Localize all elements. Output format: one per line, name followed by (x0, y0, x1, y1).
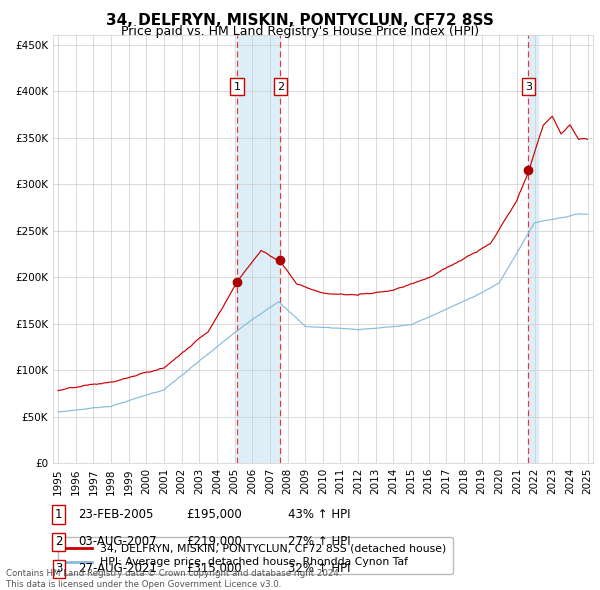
Text: 34, DELFRYN, MISKIN, PONTYCLUN, CF72 8SS: 34, DELFRYN, MISKIN, PONTYCLUN, CF72 8SS (106, 13, 494, 28)
Text: 03-AUG-2007: 03-AUG-2007 (78, 535, 157, 548)
Text: 3: 3 (55, 562, 62, 575)
Text: 43% ↑ HPI: 43% ↑ HPI (288, 508, 350, 521)
Text: £195,000: £195,000 (186, 508, 242, 521)
Text: 27% ↑ HPI: 27% ↑ HPI (288, 535, 350, 548)
Text: 3: 3 (525, 81, 532, 91)
Text: 1: 1 (55, 508, 62, 521)
Text: 27-AUG-2021: 27-AUG-2021 (78, 562, 157, 575)
Text: £315,000: £315,000 (186, 562, 242, 575)
Legend: 34, DELFRYN, MISKIN, PONTYCLUN, CF72 8SS (detached house), HPI: Average price, d: 34, DELFRYN, MISKIN, PONTYCLUN, CF72 8SS… (58, 537, 453, 574)
Bar (237, 35, 280, 463)
Bar (529, 35, 538, 463)
Text: 1: 1 (233, 81, 241, 91)
Text: 2: 2 (277, 81, 284, 91)
Text: Price paid vs. HM Land Registry's House Price Index (HPI): Price paid vs. HM Land Registry's House … (121, 25, 479, 38)
Text: 23-FEB-2005: 23-FEB-2005 (78, 508, 154, 521)
Text: 32% ↑ HPI: 32% ↑ HPI (288, 562, 350, 575)
Text: 2: 2 (55, 535, 62, 548)
Text: Contains HM Land Registry data © Crown copyright and database right 2024.
This d: Contains HM Land Registry data © Crown c… (6, 569, 341, 589)
Text: £219,000: £219,000 (186, 535, 242, 548)
